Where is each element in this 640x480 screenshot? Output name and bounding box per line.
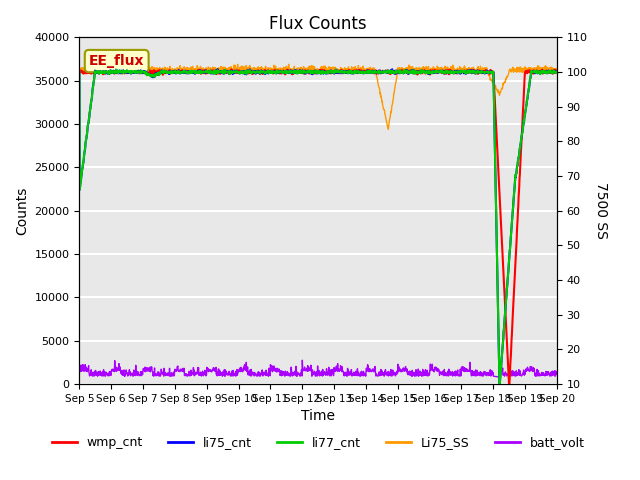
batt_volt bbox=[495, 374, 503, 380]
Line: Li75_SS: Li75_SS bbox=[79, 64, 557, 129]
wmp_cnt bbox=[348, 68, 355, 73]
li75_cnt bbox=[348, 69, 355, 74]
Li75_SS bbox=[348, 67, 355, 73]
wmp_cnt bbox=[553, 69, 561, 74]
li75_cnt bbox=[495, 381, 503, 387]
li77_cnt bbox=[76, 69, 83, 74]
Li75_SS bbox=[385, 126, 392, 132]
li77_cnt bbox=[132, 69, 140, 74]
wmp_cnt bbox=[142, 66, 150, 72]
batt_volt bbox=[553, 371, 561, 377]
X-axis label: Time: Time bbox=[301, 409, 335, 423]
Li75_SS bbox=[288, 67, 296, 73]
li77_cnt bbox=[288, 69, 296, 75]
batt_volt bbox=[113, 369, 120, 374]
Li75_SS bbox=[113, 64, 120, 70]
wmp_cnt bbox=[297, 70, 305, 75]
li75_cnt bbox=[132, 68, 140, 74]
li77_cnt bbox=[113, 70, 120, 75]
Li75_SS bbox=[297, 68, 305, 74]
batt_volt bbox=[298, 357, 306, 363]
Li75_SS bbox=[278, 66, 286, 72]
wmp_cnt bbox=[506, 382, 513, 388]
Title: Flux Counts: Flux Counts bbox=[269, 15, 367, 33]
wmp_cnt bbox=[132, 68, 140, 73]
Legend: wmp_cnt, li75_cnt, li77_cnt, Li75_SS, batt_volt: wmp_cnt, li75_cnt, li77_cnt, Li75_SS, ba… bbox=[47, 431, 589, 454]
batt_volt bbox=[132, 362, 140, 368]
li77_cnt bbox=[297, 70, 305, 75]
li75_cnt bbox=[113, 69, 120, 75]
li75_cnt bbox=[76, 70, 83, 75]
wmp_cnt bbox=[76, 69, 83, 74]
li77_cnt bbox=[495, 381, 503, 387]
batt_volt bbox=[348, 367, 355, 372]
Line: wmp_cnt: wmp_cnt bbox=[79, 69, 557, 385]
Line: li77_cnt: li77_cnt bbox=[79, 70, 557, 384]
Y-axis label: Counts: Counts bbox=[15, 186, 29, 235]
li75_cnt bbox=[553, 70, 561, 75]
Li75_SS bbox=[285, 61, 292, 67]
Text: EE_flux: EE_flux bbox=[89, 54, 145, 68]
li75_cnt bbox=[288, 69, 296, 75]
li75_cnt bbox=[214, 66, 221, 72]
Li75_SS bbox=[553, 68, 561, 74]
batt_volt bbox=[288, 371, 296, 377]
Line: batt_volt: batt_volt bbox=[79, 360, 557, 377]
batt_volt bbox=[296, 373, 304, 379]
li77_cnt bbox=[553, 69, 561, 75]
wmp_cnt bbox=[278, 69, 286, 75]
wmp_cnt bbox=[288, 72, 296, 77]
Li75_SS bbox=[76, 69, 83, 74]
li75_cnt bbox=[297, 70, 305, 75]
batt_volt bbox=[76, 368, 83, 374]
Y-axis label: 7500 SS: 7500 SS bbox=[595, 182, 609, 239]
batt_volt bbox=[278, 371, 286, 376]
li75_cnt bbox=[278, 68, 286, 73]
Li75_SS bbox=[132, 66, 140, 72]
li77_cnt bbox=[112, 67, 120, 72]
Line: li75_cnt: li75_cnt bbox=[79, 69, 557, 384]
li77_cnt bbox=[278, 68, 286, 74]
wmp_cnt bbox=[113, 69, 120, 75]
li77_cnt bbox=[348, 68, 355, 74]
